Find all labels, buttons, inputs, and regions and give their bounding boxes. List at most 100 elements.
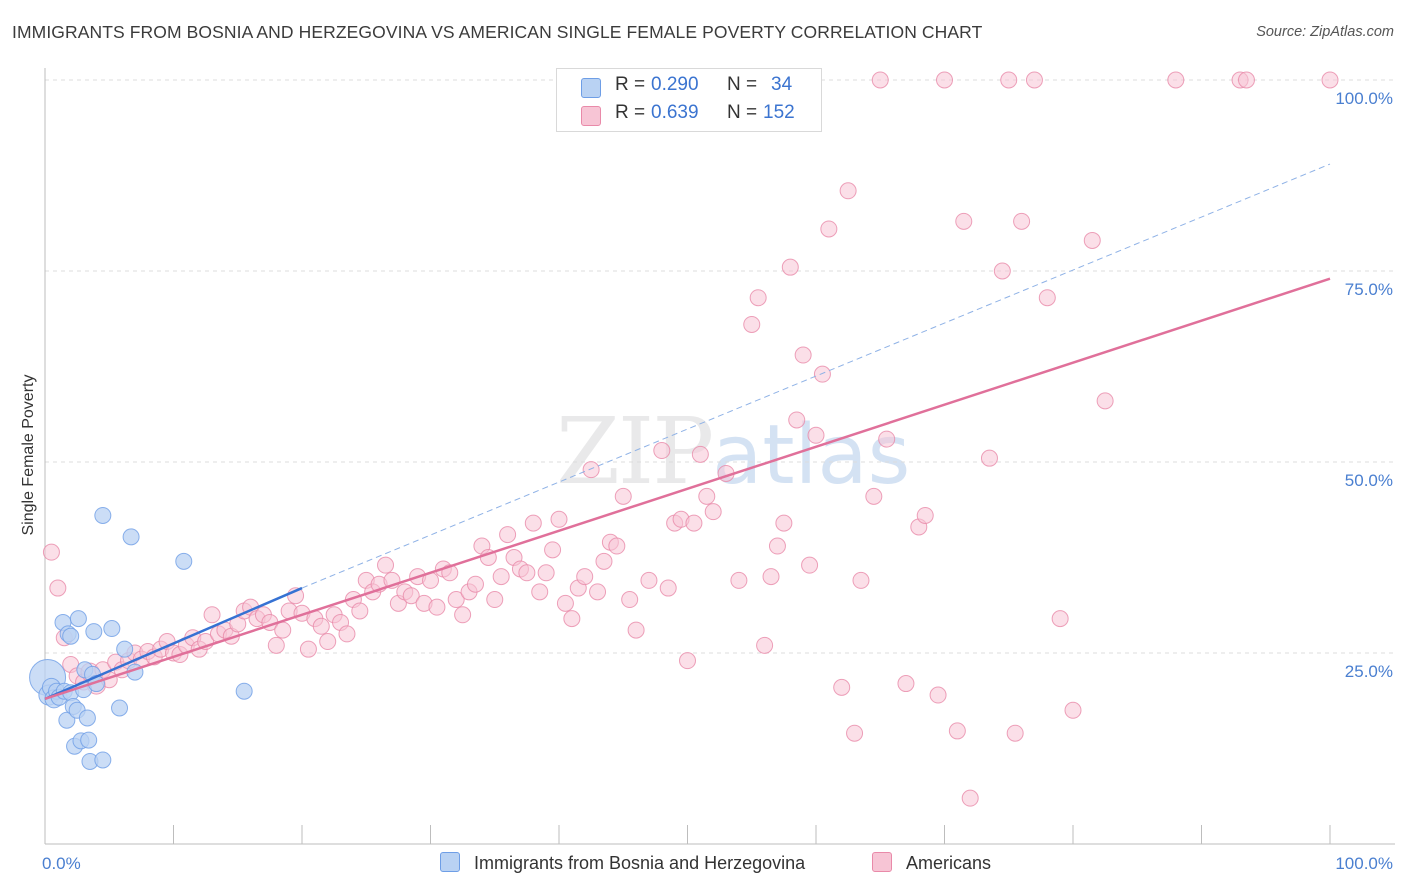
data-point-americans [936, 71, 953, 89]
data-point-americans [1038, 289, 1056, 307]
data-point-americans [704, 503, 722, 521]
bottom-legend-swatch-blue [440, 852, 460, 872]
data-point-americans [42, 543, 60, 561]
legend-n-value: 34 [771, 74, 793, 95]
data-point-americans [576, 568, 594, 586]
data-point-bosnia [85, 623, 103, 641]
data-point-americans [839, 182, 857, 200]
legend-n-label: N = [727, 74, 758, 95]
data-point-americans [768, 537, 786, 555]
data-point-americans [781, 258, 799, 276]
data-point-americans [486, 591, 504, 609]
data-point-bosnia [80, 731, 98, 749]
data-point-americans [653, 442, 671, 460]
axes [44, 68, 1395, 845]
data-point-americans [929, 686, 947, 704]
data-point-americans [499, 526, 517, 544]
x-tick-label: 0.0% [42, 854, 81, 873]
data-point-americans [794, 346, 812, 364]
data-point-americans [846, 724, 864, 742]
y-axis-label: Single Female Poverty [20, 375, 37, 536]
bottom-legend-label: Immigrants from Bosnia and Herzegovina [474, 853, 806, 873]
data-point-bosnia [103, 620, 121, 638]
data-point-americans [267, 636, 285, 654]
data-point-americans [274, 621, 292, 639]
axis-labels: 25.0% 50.0% 75.0% 100.0% 0.0% 100.0% Single Fe… [20, 89, 1393, 873]
data-point-americans [691, 445, 709, 463]
data-point-americans [659, 579, 677, 597]
chart-title: IMMIGRANTS FROM BOSNIA AND HERZEGOVINA V… [12, 22, 983, 42]
bottom-legend-americans: Americans [872, 852, 991, 874]
legend-r-value: 0.290 [651, 74, 699, 95]
data-point-americans [537, 564, 555, 582]
data-point-americans [402, 587, 420, 605]
data-point-americans [743, 315, 761, 333]
chart-source: Source: ZipAtlas.com [1256, 24, 1394, 40]
data-point-bosnia [175, 552, 193, 570]
data-point-americans [614, 487, 632, 505]
data-point-bosnia [94, 751, 112, 769]
data-point-americans [621, 591, 639, 609]
y-tick-label: 50.0% [1345, 471, 1393, 490]
stats-legend: R = 0.290 N = 34 R = 0.639 N = 152 [556, 68, 822, 132]
data-point-americans [807, 426, 825, 444]
data-point-americans [897, 675, 915, 693]
data-point-americans [955, 212, 973, 230]
data-point-bosnia [69, 610, 87, 628]
trend-line-americans [44, 277, 1331, 701]
data-point-bosnia [62, 627, 80, 645]
data-point-americans [582, 461, 600, 479]
data-point-americans [319, 633, 337, 651]
data-point-americans [595, 552, 613, 570]
y-tick-label: 75.0% [1345, 280, 1393, 299]
trend-lines [44, 163, 1331, 701]
data-point-americans [1051, 610, 1069, 628]
data-point-americans [1025, 71, 1043, 89]
data-point-americans [466, 575, 484, 593]
data-point-americans [518, 564, 536, 582]
data-point-americans [627, 621, 645, 639]
data-point-bosnia [94, 506, 112, 524]
data-point-americans [556, 594, 574, 612]
y-tick-label: 100.0% [1335, 89, 1393, 108]
legend-swatch-pink [581, 106, 601, 126]
legend-n-label: N = [727, 102, 758, 123]
bottom-legend-label: Americans [906, 853, 992, 873]
data-point-bosnia [116, 640, 134, 658]
data-point-americans [685, 514, 703, 532]
data-point-americans [1000, 71, 1018, 89]
watermark-atlas: atlas [712, 408, 911, 503]
data-point-americans [961, 789, 979, 807]
data-point-americans [762, 568, 780, 586]
data-point-bosnia [111, 699, 129, 717]
data-point-americans [948, 722, 966, 740]
data-point-americans [865, 487, 883, 505]
watermark: ZIPatlas [556, 398, 910, 505]
data-point-americans [1167, 71, 1185, 89]
data-point-americans [492, 568, 510, 586]
data-point-americans [563, 610, 581, 628]
data-point-americans [820, 220, 838, 238]
watermark-zip: ZIP [556, 398, 714, 505]
data-point-americans [1013, 212, 1031, 230]
data-point-americans [813, 365, 831, 383]
legend-n-value: 152 [763, 102, 795, 123]
data-point-americans [312, 617, 330, 635]
data-point-americans [203, 606, 221, 624]
grid [45, 79, 1395, 654]
data-point-americans [698, 487, 716, 505]
y-tick-label: 25.0% [1345, 662, 1393, 681]
data-point-americans [878, 430, 896, 448]
data-point-americans [589, 583, 607, 601]
data-point-americans [679, 652, 696, 670]
data-point-americans [531, 583, 549, 601]
data-point-americans [775, 514, 793, 532]
data-point-americans [871, 71, 889, 89]
data-point-americans [338, 625, 356, 643]
data-point-americans [730, 571, 748, 589]
trend-line-bosnia [44, 586, 303, 700]
data-point-americans [1237, 71, 1255, 89]
data-point-americans [377, 556, 395, 574]
data-point-americans [1083, 231, 1101, 249]
